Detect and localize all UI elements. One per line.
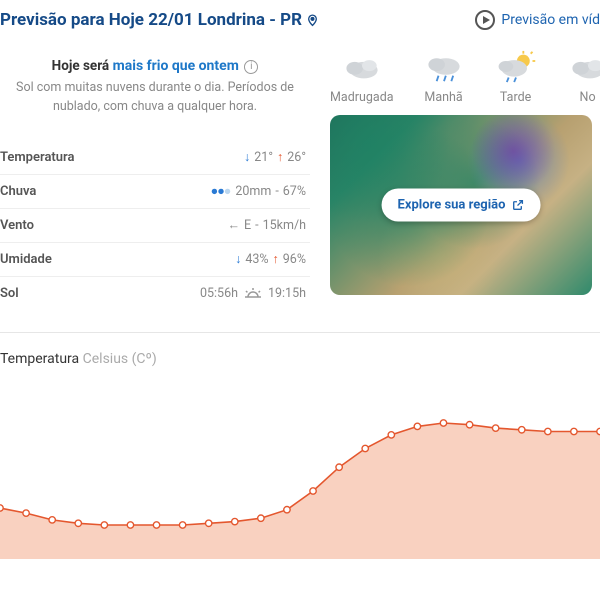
period-label: Madrugada: [330, 90, 394, 105]
sunset-icon: [242, 286, 264, 300]
stats-table: Temperatura ↓ 21° ↑ 26° Chuva ●●● 20mm -…: [0, 141, 310, 310]
period-noite[interactable]: No: [566, 50, 600, 105]
period-madrugada[interactable]: Madrugada: [330, 50, 394, 105]
weather-icon: [422, 50, 466, 86]
location-pin-icon[interactable]: [306, 12, 319, 28]
arrow-down-icon: ↓: [235, 252, 241, 267]
arrow-up-icon: ↑: [273, 252, 279, 267]
explore-region-button[interactable]: Explore sua região: [382, 189, 541, 222]
rain-pct: 67%: [283, 184, 306, 199]
wind-dir: E: [244, 218, 251, 233]
chart-title-main: Temperatura: [0, 351, 79, 367]
day-periods: Madrugada Manhã Tarde No: [330, 46, 600, 115]
page-title: Previsão para Hoje 22/01 Londrina - PR: [0, 10, 319, 30]
chart-title: Temperatura Celsius (Cº): [0, 351, 600, 367]
forecast-summary: Hoje será mais frio que ontem i Sol com …: [0, 46, 310, 133]
temp-max: 26°: [287, 150, 306, 165]
play-icon: [475, 10, 495, 30]
stat-label: Temperatura: [0, 150, 75, 165]
weather-icon: [566, 50, 600, 86]
humidity-min: 43%: [245, 252, 268, 267]
title-text: Previsão para Hoje 22/01 Londrina - PR: [0, 10, 302, 30]
stat-row-wind: Vento ← E - 15km/h: [0, 209, 310, 243]
period-tarde[interactable]: Tarde: [494, 50, 538, 105]
chart-title-sub: Celsius (Cº): [83, 351, 157, 367]
summary-comparison-link[interactable]: mais frio que ontem: [113, 58, 239, 74]
video-link-label: Previsão em víd: [501, 12, 600, 28]
stat-row-humidity: Umidade ↓ 43% ↑ 96%: [0, 243, 310, 277]
stat-label: Umidade: [0, 252, 52, 267]
wind-speed: 15km/h: [263, 218, 306, 233]
summary-description: Sol com muitas nuvens durante o dia. Per…: [14, 79, 296, 117]
stat-row-sun: Sol 05:56h 19:15h: [0, 277, 310, 310]
stat-row-temperature: Temperatura ↓ 21° ↑ 26°: [0, 141, 310, 175]
stat-label: Sol: [0, 286, 19, 301]
period-manha[interactable]: Manhã: [422, 50, 466, 105]
raindrop-icon: ●●●: [211, 184, 232, 199]
weather-icon: [340, 50, 384, 86]
period-label: Tarde: [494, 90, 538, 105]
stat-row-rain: Chuva ●●● 20mm - 67%: [0, 175, 310, 209]
sunrise-time: 05:56h: [200, 286, 238, 301]
period-label: No: [566, 90, 600, 105]
weather-icon: [494, 50, 538, 86]
temp-min: 21°: [254, 150, 273, 165]
sunset-time: 19:15h: [268, 286, 306, 301]
satellite-map[interactable]: Explore sua região: [330, 115, 592, 295]
stat-label: Vento: [0, 218, 34, 233]
arrow-down-icon: ↓: [244, 150, 250, 165]
humidity-max: 96%: [283, 252, 306, 267]
period-label: Manhã: [422, 90, 466, 105]
info-icon[interactable]: i: [244, 60, 258, 74]
stat-label: Chuva: [0, 184, 36, 199]
arrow-left-icon: ←: [228, 218, 241, 233]
temperature-chart: [0, 379, 600, 559]
rain-amount: 20mm: [235, 184, 271, 199]
summary-lead: Hoje será: [52, 58, 110, 74]
external-link-icon: [511, 199, 524, 212]
arrow-up-icon: ↑: [277, 150, 283, 165]
video-forecast-link[interactable]: Previsão em víd: [475, 10, 600, 30]
explore-region-label: Explore sua região: [398, 198, 506, 213]
